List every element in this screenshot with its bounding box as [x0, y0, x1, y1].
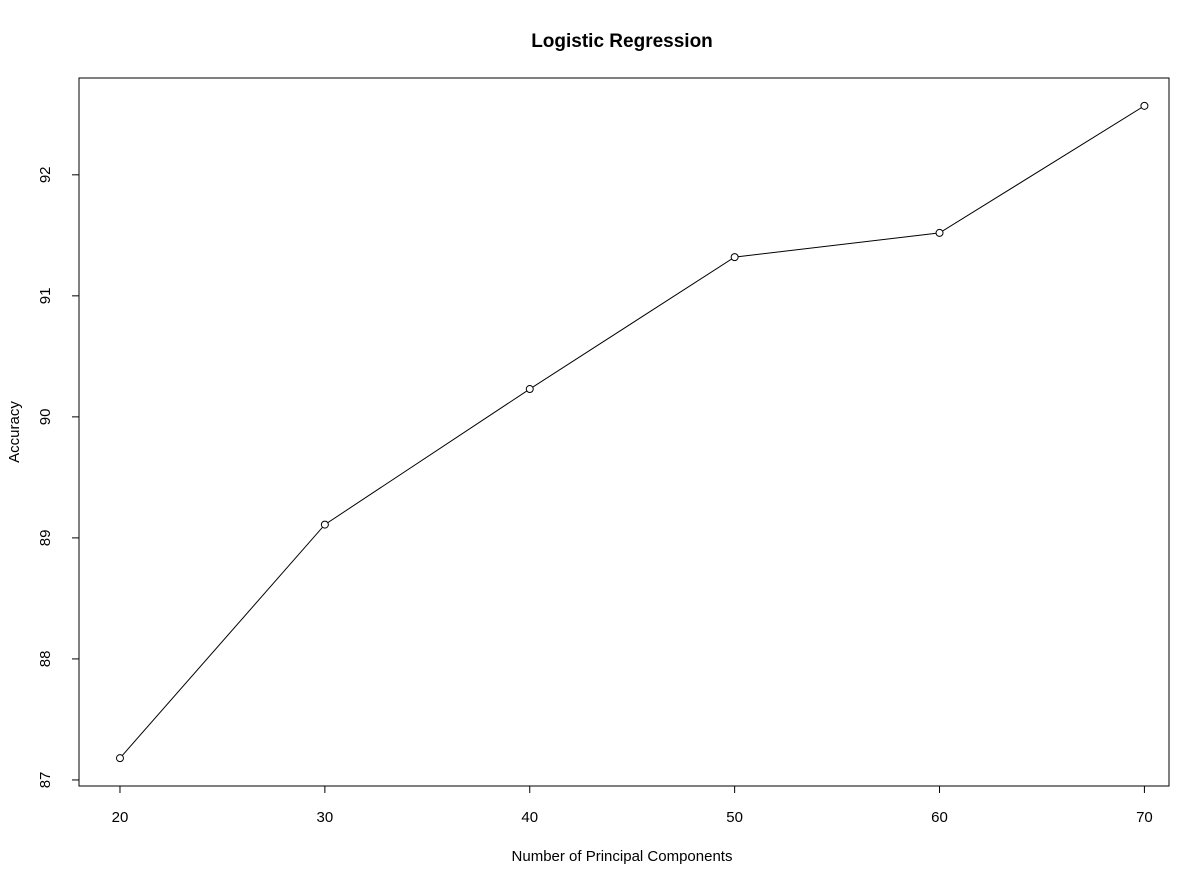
data-point: [935, 228, 944, 237]
y-tick-label: 91: [37, 288, 54, 305]
data-point: [320, 520, 329, 529]
y-tick-label: 92: [37, 166, 54, 183]
data-point: [1140, 101, 1149, 110]
y-axis: 87 88 89 90 91 92: [37, 166, 80, 789]
x-tick-label: 40: [521, 809, 538, 826]
x-tick-label: 30: [317, 809, 334, 826]
x-tick-label: 20: [112, 809, 129, 826]
y-tick-label: 89: [37, 530, 54, 547]
series-line: [119, 105, 1145, 759]
y-axis-label: Accuracy: [6, 401, 23, 463]
plot-frame: [78, 77, 1170, 787]
x-tick-label: 70: [1136, 809, 1153, 826]
x-tick-label: 50: [726, 809, 743, 826]
data-point: [730, 253, 739, 262]
data-point: [115, 754, 124, 763]
data-point: [525, 385, 534, 394]
x-axis-label: Number of Principal Components: [512, 848, 733, 865]
x-tick-label: 60: [931, 809, 948, 826]
chart-title: Logistic Regression: [531, 31, 713, 52]
y-tick-label: 88: [37, 651, 54, 668]
y-tick-label: 87: [37, 772, 54, 789]
data-points: [115, 101, 1149, 763]
y-tick-label: 90: [37, 409, 54, 426]
x-axis: 20 30 40 50 60 70: [112, 785, 1153, 826]
